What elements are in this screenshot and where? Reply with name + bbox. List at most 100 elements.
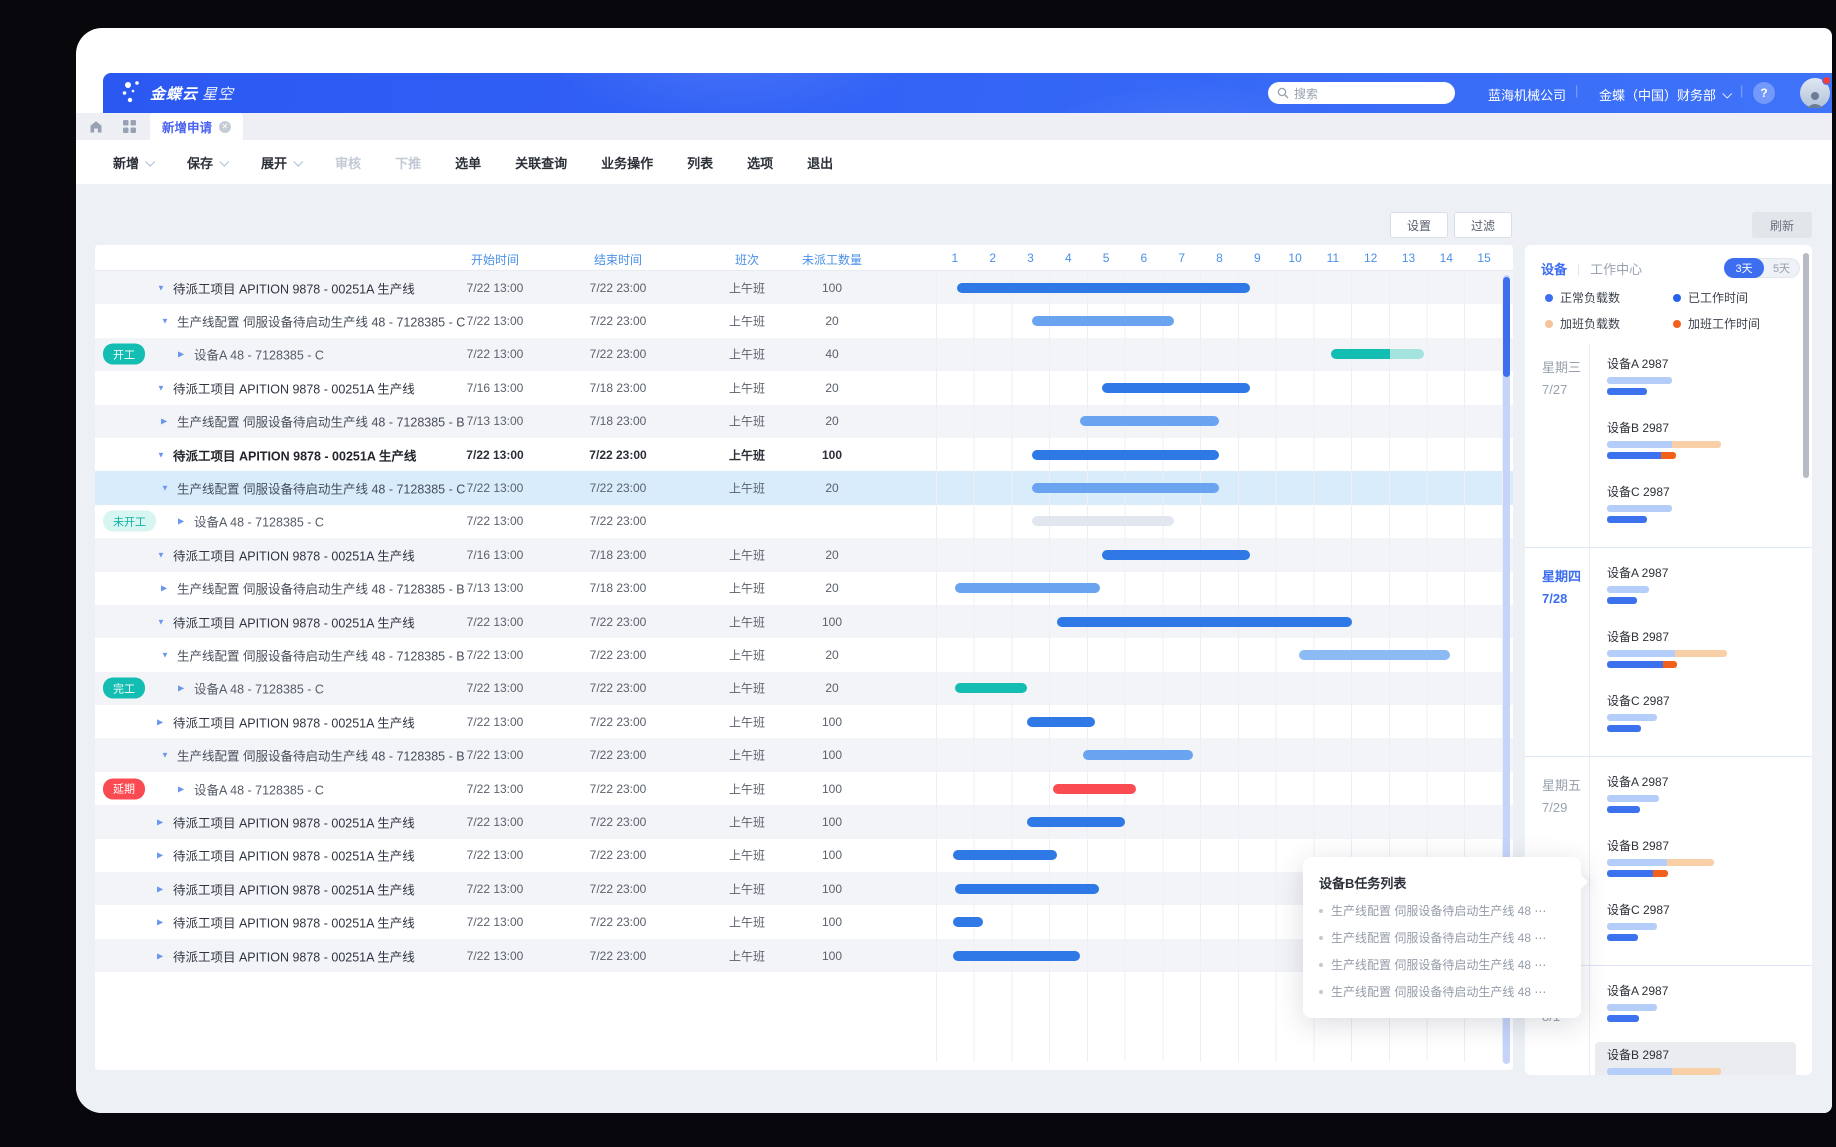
expand-toggle-icon[interactable]: ▶	[157, 917, 164, 927]
scrollbar-thumb[interactable]	[1503, 277, 1510, 377]
gantt-bar[interactable]	[954, 583, 1101, 594]
panel-scrollbar-thumb[interactable]	[1803, 253, 1809, 478]
expand-toggle-icon[interactable]: ▶	[157, 817, 164, 827]
gantt-bar[interactable]	[1032, 483, 1220, 494]
gantt-bar[interactable]	[954, 683, 1027, 694]
gantt-row[interactable]: ▶ 待派工项目 APITION 9878 - 00251A 生产线 7/22 13:…	[95, 938, 1513, 973]
device-load-row[interactable]: 设备C 2987	[1601, 479, 1796, 531]
expand-toggle-icon[interactable]: ▶	[161, 583, 168, 593]
gantt-bar[interactable]	[1389, 349, 1424, 360]
device-load-row[interactable]: 设备C 2987	[1601, 688, 1796, 740]
day-range-toggle[interactable]: 3天 5天	[1724, 257, 1800, 278]
tab-close-icon[interactable]: ✕	[219, 120, 232, 133]
gantt-row[interactable]: ▶ 生产线配置 伺服设备待启动生产线 48 - 7128385 - B 7/13 1…	[95, 572, 1513, 605]
toolbar-item-选单[interactable]: 选单	[438, 153, 498, 172]
gantt-row[interactable]: ▼ 生产线配置 伺服设备待启动生产线 48 - 7128385 - B 7/22 1…	[95, 738, 1513, 772]
gantt-bar[interactable]	[953, 950, 1080, 961]
gantt-row[interactable]: ▶ 待派工项目 APITION 9878 - 00251A 生产线 7/22 13:…	[95, 905, 1513, 938]
gantt-row[interactable]: ▼ 生产线配置 伺服设备待启动生产线 48 - 7128385 - C 7/22 1…	[95, 471, 1513, 505]
collapse-toggle-icon[interactable]: ▼	[161, 650, 169, 660]
gantt-bar[interactable]	[953, 850, 1057, 861]
device-load-row[interactable]: 设备B 2987	[1595, 1042, 1796, 1075]
gantt-bar[interactable]	[1083, 750, 1194, 761]
gantt-row[interactable]: 未开工 ▶ 设备A 48 - 7128385 - C 7/22 13:00 7/22 2…	[95, 505, 1513, 538]
device-load-row[interactable]: 设备B 2987	[1601, 833, 1796, 885]
gantt-bar[interactable]	[1298, 649, 1451, 660]
tab-workcenter[interactable]: 工作中心	[1590, 262, 1643, 277]
gantt-row[interactable]: ▼ 待派工项目 APITION 9878 - 00251A 生产线 7/22 13:…	[95, 438, 1513, 471]
expand-toggle-icon[interactable]: ▶	[178, 683, 185, 693]
expand-toggle-icon[interactable]: ▶	[178, 516, 185, 526]
refresh-button[interactable]: 刷新	[1752, 212, 1812, 238]
device-load-row[interactable]: 设备B 2987	[1601, 415, 1796, 467]
gantt-row[interactable]: ▶ 生产线配置 伺服设备待启动生产线 48 - 7128385 - B 7/13 1…	[95, 404, 1513, 438]
toolbar-item-新增[interactable]: 新增	[96, 153, 170, 172]
gantt-row[interactable]: ▼ 待派工项目 APITION 9878 - 00251A 生产线 7/16 13:…	[95, 538, 1513, 572]
gantt-bar[interactable]	[1331, 349, 1390, 360]
search-input[interactable]: 搜索	[1268, 82, 1455, 104]
gantt-bar[interactable]	[1102, 549, 1250, 560]
gantt-bar[interactable]	[1032, 516, 1175, 527]
gantt-row[interactable]: ▼ 待派工项目 APITION 9878 - 00251A 生产线 7/16 13:…	[95, 371, 1513, 404]
gantt-bar[interactable]	[1079, 416, 1220, 427]
gantt-bar[interactable]	[1102, 382, 1250, 393]
toolbar-item-列表[interactable]: 列表	[670, 153, 730, 172]
gantt-bar[interactable]	[1053, 783, 1137, 794]
settings-button[interactable]: 设置	[1390, 212, 1448, 238]
toolbar-item-保存[interactable]: 保存	[170, 153, 244, 172]
collapse-toggle-icon[interactable]: ▼	[157, 550, 165, 560]
toggle-5day[interactable]: 5天	[1772, 263, 1791, 275]
device-load-row[interactable]: 设备C 2987	[1601, 897, 1796, 949]
collapse-toggle-icon[interactable]: ▼	[157, 283, 165, 293]
filter-button[interactable]: 过滤	[1454, 212, 1512, 238]
collapse-toggle-icon[interactable]: ▼	[161, 316, 169, 326]
expand-toggle-icon[interactable]: ▶	[178, 349, 185, 359]
device-load-row[interactable]: 设备B 2987	[1601, 624, 1796, 676]
device-load-row[interactable]: 设备A 2987	[1601, 769, 1796, 821]
gantt-row[interactable]: ▼ 生产线配置 伺服设备待启动生产线 48 - 7128385 - C 7/22 1…	[95, 304, 1513, 337]
gantt-row[interactable]: ▼ 待派工项目 APITION 9878 - 00251A 生产线 7/22 13:…	[95, 271, 1513, 305]
gantt-row[interactable]: ▶ 待派工项目 APITION 9878 - 00251A 生产线 7/22 13:…	[95, 705, 1513, 738]
org-selector[interactable]: 金蝶（中国）财务部	[1599, 85, 1733, 104]
gantt-row[interactable]: ▶ 待派工项目 APITION 9878 - 00251A 生产线 7/22 13:…	[95, 872, 1513, 906]
gantt-bar[interactable]	[953, 917, 984, 928]
collapse-toggle-icon[interactable]: ▼	[161, 483, 169, 493]
gantt-bar[interactable]	[1026, 716, 1095, 727]
expand-toggle-icon[interactable]: ▶	[157, 884, 164, 894]
tab-new-request[interactable]: 新增申请 ✕	[150, 113, 244, 140]
grid-menu-icon[interactable]	[122, 119, 137, 134]
user-avatar[interactable]	[1800, 76, 1831, 108]
gantt-bar[interactable]	[1032, 449, 1220, 460]
help-button[interactable]: ?	[1753, 82, 1775, 104]
expand-toggle-icon[interactable]: ▶	[157, 717, 164, 727]
gantt-row[interactable]: 开工 ▶ 设备A 48 - 7128385 - C 7/22 13:00 7/22 23…	[95, 337, 1513, 372]
gantt-row[interactable]: ▶ 待派工项目 APITION 9878 - 00251A 生产线 7/22 13:…	[95, 805, 1513, 839]
gantt-row[interactable]: 延期 ▶ 设备A 48 - 7128385 - C 7/22 13:00 7/22 23…	[95, 772, 1513, 805]
device-load-row[interactable]: 设备A 2987	[1601, 560, 1796, 612]
gantt-bar[interactable]	[954, 883, 1099, 894]
expand-toggle-icon[interactable]: ▶	[157, 950, 164, 960]
gantt-bar[interactable]	[1032, 316, 1175, 327]
gantt-vertical-scrollbar[interactable]	[1503, 275, 1510, 1064]
toolbar-item-选项[interactable]: 选项	[730, 153, 790, 172]
toggle-3day[interactable]: 3天	[1724, 257, 1764, 278]
collapse-toggle-icon[interactable]: ▼	[157, 616, 165, 626]
toolbar-item-退出[interactable]: 退出	[790, 153, 850, 172]
home-icon[interactable]	[88, 119, 104, 134]
gantt-bar[interactable]	[956, 282, 1250, 293]
toolbar-item-展开[interactable]: 展开	[244, 153, 318, 172]
gantt-bar[interactable]	[1026, 816, 1125, 827]
toolbar-item-关联查询[interactable]: 关联查询	[498, 153, 584, 172]
gantt-row[interactable]: ▼ 待派工项目 APITION 9878 - 00251A 生产线 7/22 13:…	[95, 604, 1513, 639]
gantt-row[interactable]: 完工 ▶ 设备A 48 - 7128385 - C 7/22 13:00 7/22 23…	[95, 671, 1513, 706]
gantt-row[interactable]: ▶ 待派工项目 APITION 9878 - 00251A 生产线 7/22 13:…	[95, 839, 1513, 872]
expand-toggle-icon[interactable]: ▶	[161, 416, 168, 426]
gantt-row[interactable]: ▼ 生产线配置 伺服设备待启动生产线 48 - 7128385 - B 7/22 1…	[95, 638, 1513, 671]
collapse-toggle-icon[interactable]: ▼	[161, 750, 169, 760]
collapse-toggle-icon[interactable]: ▼	[157, 449, 165, 459]
toolbar-item-业务操作[interactable]: 业务操作	[584, 153, 670, 172]
expand-toggle-icon[interactable]: ▶	[178, 783, 185, 793]
expand-toggle-icon[interactable]: ▶	[157, 850, 164, 860]
device-load-row[interactable]: 设备A 2987	[1601, 351, 1796, 403]
collapse-toggle-icon[interactable]: ▼	[157, 383, 165, 393]
